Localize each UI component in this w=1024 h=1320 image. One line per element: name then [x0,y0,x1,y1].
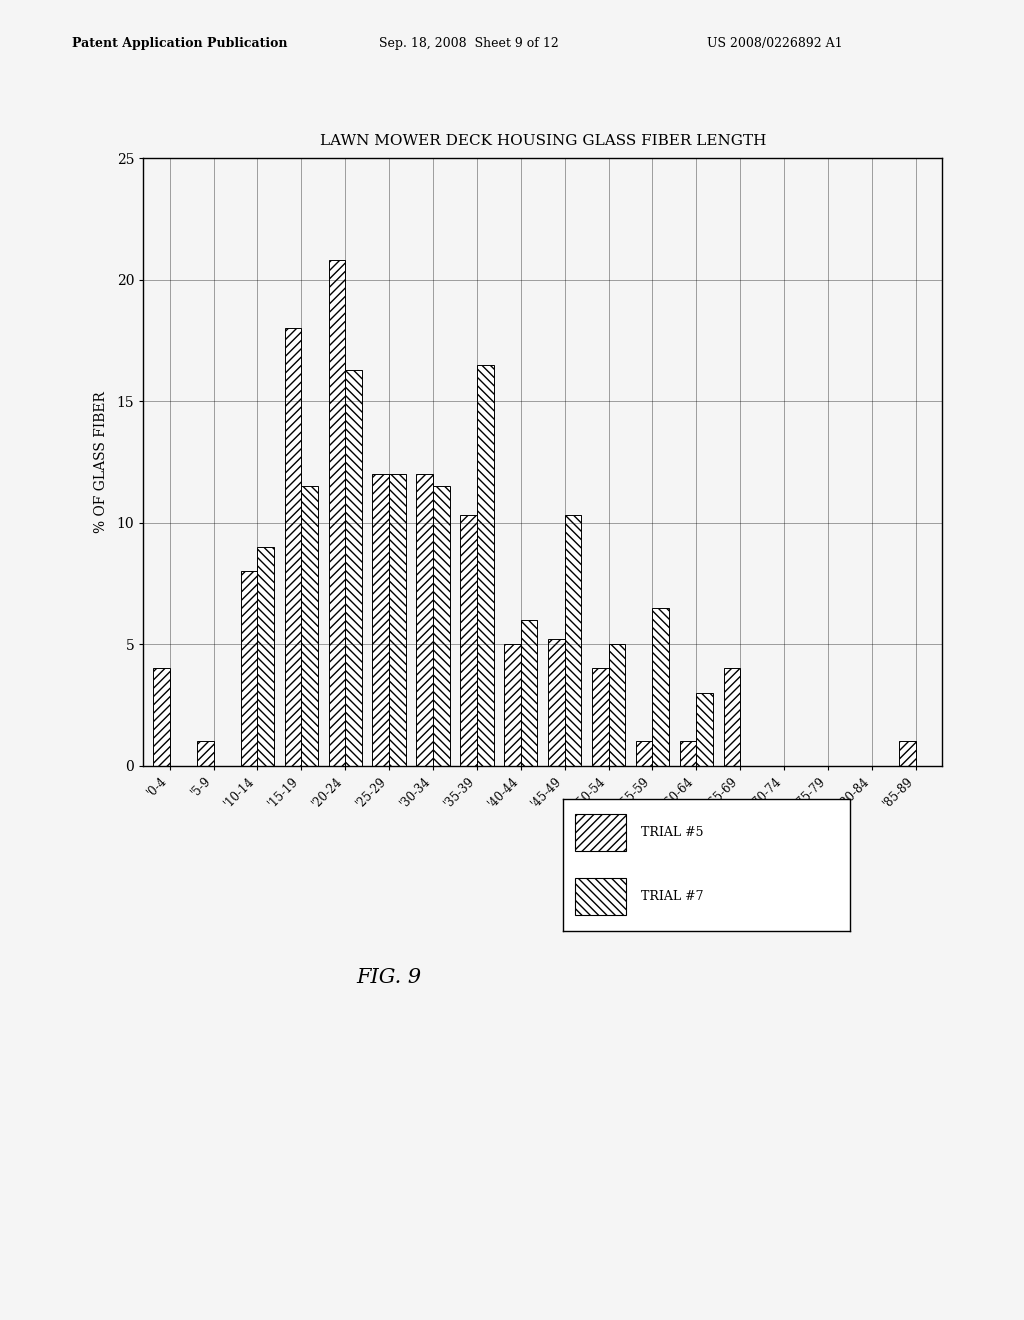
Bar [696,693,713,766]
Bar [345,370,361,766]
Bar [389,474,406,766]
Text: TRIAL #7: TRIAL #7 [641,890,703,903]
Bar [197,742,214,766]
Bar [329,260,345,766]
Text: TRIAL #5: TRIAL #5 [641,826,703,840]
Bar [899,742,915,766]
Bar [504,644,521,766]
Bar [636,742,652,766]
Text: FIG. 9: FIG. 9 [356,969,422,987]
Bar [574,878,627,915]
Bar [564,515,582,766]
Bar [241,572,257,766]
Text: Sep. 18, 2008  Sheet 9 of 12: Sep. 18, 2008 Sheet 9 of 12 [379,37,559,50]
Text: Patent Application Publication: Patent Application Publication [72,37,287,50]
Bar [153,668,170,766]
Bar [285,329,301,766]
Bar [257,546,274,766]
Bar [417,474,433,766]
Bar [521,620,538,766]
Bar [477,364,494,766]
Text: US 2008/0226892 A1: US 2008/0226892 A1 [707,37,842,50]
Y-axis label: % OF GLASS FIBER: % OF GLASS FIBER [94,391,109,533]
Bar [652,607,669,766]
Bar [433,486,450,766]
Bar [373,474,389,766]
Title: LAWN MOWER DECK HOUSING GLASS FIBER LENGTH: LAWN MOWER DECK HOUSING GLASS FIBER LENG… [319,133,766,148]
Bar [724,668,740,766]
Bar [608,644,626,766]
Bar [592,668,608,766]
Bar [460,515,477,766]
Bar [548,639,564,766]
Bar [680,742,696,766]
Bar [574,814,627,851]
Bar [301,486,318,766]
